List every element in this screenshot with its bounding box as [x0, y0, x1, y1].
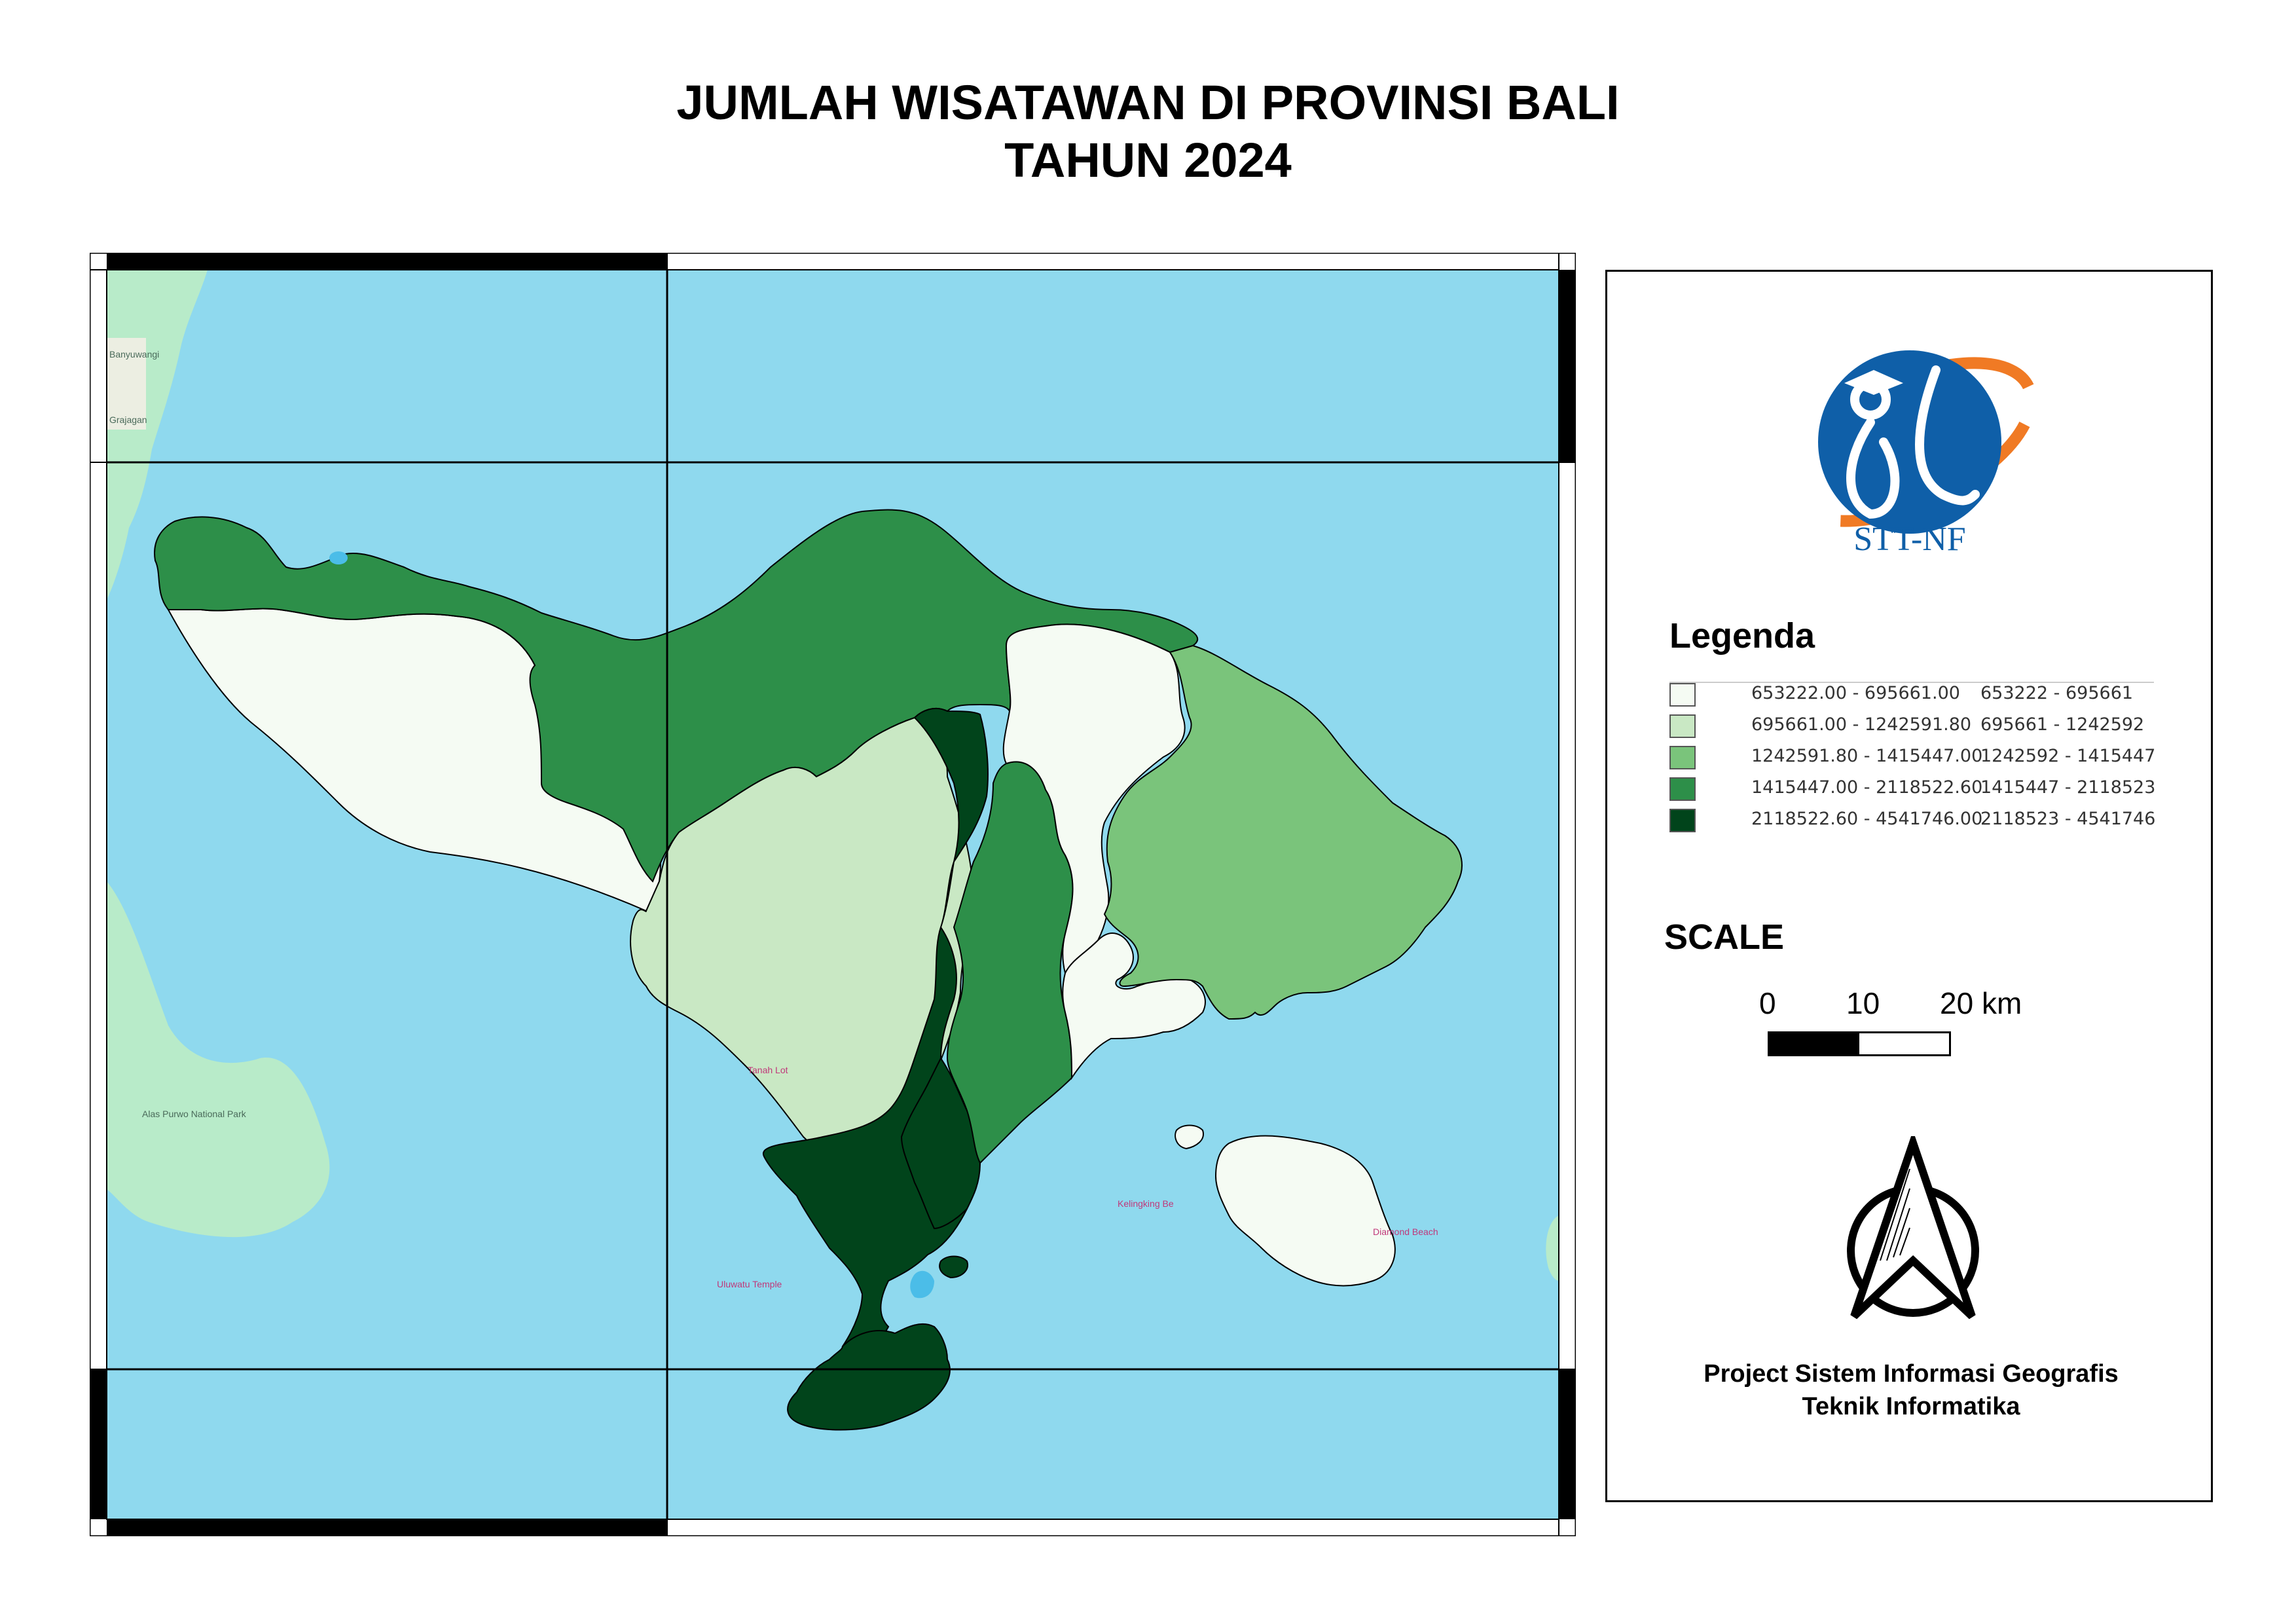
region-denpasar	[900, 1057, 981, 1230]
basemap-label-kelingking: Kelingking Be	[1118, 1198, 1174, 1209]
scale-title: SCALE	[1664, 917, 1785, 957]
legend-range: 1415447 - 2118523	[1980, 777, 2156, 798]
legend-label: 1242591.80 - 1415447.00	[1751, 746, 1983, 766]
legend-item: 1415447.00 - 2118522.60 1415447 - 211852…	[1669, 772, 2156, 803]
lake	[329, 551, 348, 564]
land-right-edge	[1546, 1215, 1559, 1281]
logo-text: STT-NF	[1853, 521, 1965, 553]
logo-circle	[1818, 350, 2001, 534]
basemap-label-grajagan: Grajagan	[109, 415, 147, 425]
region-nusa-penida	[1214, 1135, 1396, 1287]
region-bukit	[787, 1323, 951, 1431]
legend-label: 695661.00 - 1242591.80	[1751, 714, 1972, 735]
map-title: JUMLAH WISATAWAN DI PROVINSI BALI	[676, 75, 1620, 130]
basemap-label-diamond-beach: Diamond Beach	[1373, 1227, 1438, 1237]
java-land-lower	[107, 881, 330, 1238]
basemap-label-uluwatu: Uluwatu Temple	[717, 1279, 782, 1289]
scale-tick-0: 0	[1759, 986, 1776, 1020]
scale-bar-fill	[1770, 1033, 1859, 1054]
legend-swatch	[1669, 746, 1696, 769]
legend: 653222.00 - 695661.00 653222 - 695661 69…	[1669, 678, 2156, 835]
java-town	[107, 338, 146, 430]
legend-range: 695661 - 1242592	[1980, 714, 2145, 735]
legend-range: 2118523 - 4541746	[1980, 809, 2156, 829]
scale-tick-20: 20 km	[1940, 986, 2022, 1020]
scale-bar	[1768, 1031, 1951, 1056]
footer-line-2: Teknik Informatika	[1802, 1393, 2020, 1420]
map-subtitle: TAHUN 2024	[1004, 133, 1292, 187]
legend-range: 1242592 - 1415447	[1980, 746, 2156, 766]
legend-item: 695661.00 - 1242591.80 695661 - 1242592	[1669, 709, 2154, 741]
region-klungkung	[1062, 932, 1206, 1080]
legend-item: 653222.00 - 695661.00 653222 - 695661	[1669, 678, 2154, 709]
side-panel: STT-NF Legenda 653222.00 - 695661.00 653…	[1605, 270, 2213, 1502]
legend-swatch	[1669, 809, 1696, 832]
footer-line-1: Project Sistem Informasi Geografis	[1704, 1360, 2119, 1388]
legend-range: 653222 - 695661	[1980, 683, 2134, 703]
region-bangli	[1002, 623, 1186, 975]
legend-item: 1242591.80 - 1415447.00 1242592 - 141544…	[1669, 741, 2156, 772]
benoa-bay	[910, 1270, 934, 1299]
region-karangasem	[1103, 644, 1463, 1020]
legend-swatch	[1669, 683, 1696, 707]
frame-border	[90, 253, 1576, 1536]
legend-item: 2118522.60 - 4541746.00 2118523 - 454174…	[1669, 803, 2156, 835]
legend-swatch	[1669, 714, 1696, 738]
legend-title: Legenda	[1669, 616, 1815, 655]
region-serangan	[939, 1255, 968, 1279]
graticule	[107, 270, 1559, 1519]
basemap-label-tanah-lot: Tanah Lot	[748, 1065, 788, 1075]
footer: Project Sistem Informasi Geografis Tekni…	[1607, 1357, 2215, 1423]
legend-divider	[1669, 682, 2154, 683]
stt-nf-logo: STT-NF	[1772, 344, 2047, 558]
basemap-label-banyuwangi: Banyuwangi	[109, 349, 159, 360]
legend-label: 2118522.60 - 4541746.00	[1751, 809, 1983, 829]
basemap-label-alas-purwo: Alas Purwo National Park	[142, 1109, 247, 1119]
legend-label: 1415447.00 - 2118522.60	[1751, 777, 1983, 798]
region-nusa-lembongan	[1175, 1124, 1204, 1150]
legend-label: 653222.00 - 695661.00	[1751, 683, 1960, 703]
legend-swatch	[1669, 777, 1696, 801]
scale-tick-10: 10	[1846, 986, 1880, 1020]
map-frame: Tanah Lot Uluwatu Temple Kelingking Be D…	[90, 253, 1576, 1536]
north-arrow-icon	[1847, 1136, 1979, 1320]
